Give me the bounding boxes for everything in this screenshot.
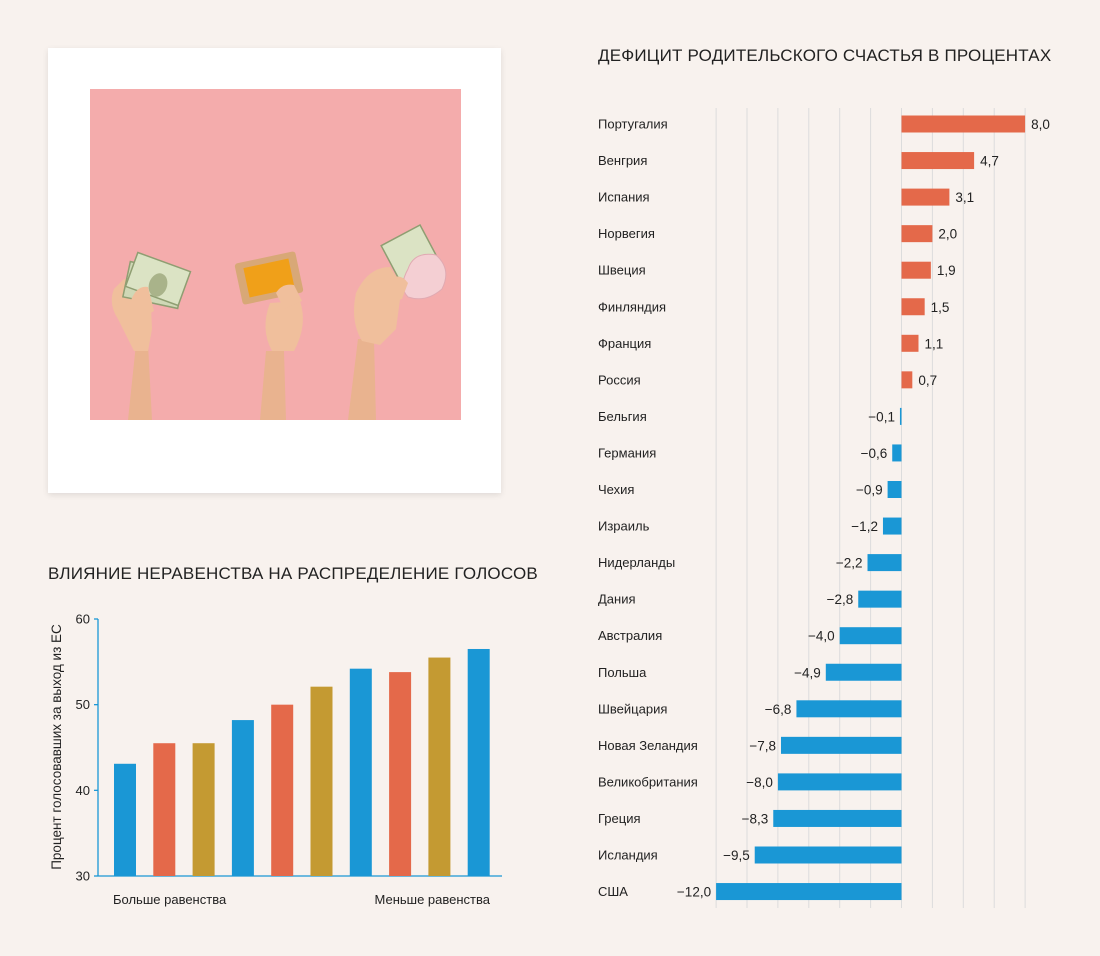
- x-axis-label-left: Больше равенства: [113, 892, 227, 907]
- y-tick-label: 60: [76, 612, 90, 627]
- bar-12: [882, 517, 902, 535]
- category-label: Швейцария: [598, 701, 667, 716]
- category-label: Германия: [598, 445, 656, 460]
- y-tick-label: 50: [76, 697, 90, 712]
- bar-18: [780, 736, 902, 754]
- hands-with-money-photo: [90, 89, 461, 420]
- category-label: Великобритания: [598, 774, 698, 789]
- bar-13: [867, 554, 902, 572]
- bar-3: [901, 188, 950, 206]
- bar-22: [716, 883, 902, 901]
- bar-10: [467, 648, 490, 876]
- category-label: Новая Зеландия: [598, 738, 698, 753]
- value-label: −6,8: [765, 702, 792, 717]
- category-label: Финляндия: [598, 299, 666, 314]
- bar-11: [887, 481, 902, 498]
- value-label: −4,9: [794, 665, 821, 680]
- bar-16: [825, 663, 902, 681]
- bar-1: [114, 763, 136, 876]
- value-label: 1,1: [924, 336, 943, 351]
- value-label: 4,7: [980, 154, 999, 169]
- bar-4: [231, 720, 254, 876]
- value-label: 1,5: [931, 300, 950, 315]
- value-label: 2,0: [938, 227, 957, 242]
- hand-holding-dollar-and-purse-icon: [348, 223, 447, 420]
- y-tick-label: 30: [76, 869, 90, 884]
- bar-9: [899, 407, 902, 425]
- category-label: Австралия: [598, 628, 662, 643]
- hand-holding-dollar-bills-icon: [111, 251, 192, 420]
- category-label: Швеция: [598, 263, 646, 278]
- inequality-chart-title: ВЛИЯНИЕ НЕРАВЕНСТВА НА РАСПРЕДЕЛЕНИЕ ГОЛ…: [48, 564, 538, 583]
- bar-5: [901, 261, 931, 279]
- bar-10: [892, 444, 902, 462]
- bar-7: [901, 334, 919, 352]
- bar-8: [901, 371, 913, 389]
- bar-5: [271, 704, 294, 876]
- value-label: −1,2: [851, 519, 878, 534]
- value-label: 8,0: [1031, 117, 1050, 132]
- category-label: Испания: [598, 190, 650, 205]
- value-label: −8,3: [742, 811, 769, 826]
- value-label: −9,5: [723, 848, 750, 863]
- x-axis-label-right: Меньше равенства: [374, 892, 490, 907]
- value-label: 0,7: [918, 373, 937, 388]
- bar-14: [858, 590, 902, 608]
- category-label: Польша: [598, 665, 647, 680]
- category-label: Бельгия: [598, 409, 647, 424]
- category-label: Чехия: [598, 482, 634, 497]
- category-label: Нидерланды: [598, 555, 675, 570]
- value-label: −2,8: [827, 592, 854, 607]
- category-label: Венгрия: [598, 153, 647, 168]
- category-label: Дания: [598, 592, 636, 607]
- bar-19: [777, 773, 902, 791]
- value-label: −4,0: [808, 629, 835, 644]
- value-label: −0,1: [868, 409, 895, 424]
- bar-2: [153, 743, 176, 876]
- bar-7: [349, 668, 372, 876]
- value-label: −0,6: [861, 446, 888, 461]
- bar-1: [901, 115, 1026, 133]
- bar-8: [389, 672, 412, 876]
- bar-4: [901, 225, 933, 243]
- category-label: Исландия: [598, 848, 658, 863]
- bar-2: [901, 152, 975, 170]
- bar-9: [428, 657, 451, 876]
- value-label: −8,0: [746, 775, 773, 790]
- hand-holding-wallet-icon: [234, 251, 304, 420]
- bar-17: [796, 700, 902, 718]
- bar-15: [839, 627, 902, 645]
- value-label: −0,9: [856, 483, 883, 498]
- value-label: −12,0: [677, 885, 711, 900]
- value-label: −7,8: [749, 738, 776, 753]
- value-label: 1,9: [937, 263, 956, 278]
- photo-frame: [48, 48, 501, 493]
- category-label: Израиль: [598, 519, 650, 534]
- bar-6: [901, 298, 925, 316]
- category-label: Россия: [598, 372, 641, 387]
- y-tick-label: 40: [76, 783, 90, 798]
- category-label: Греция: [598, 811, 641, 826]
- category-label: Португалия: [598, 117, 668, 132]
- bar-21: [754, 846, 902, 864]
- value-label: 3,1: [955, 190, 974, 205]
- category-label: Норвегия: [598, 226, 655, 241]
- y-axis-label: Процент голосовавших за выход из ЕС: [49, 624, 64, 870]
- bar-20: [773, 809, 902, 827]
- category-label: Франция: [598, 336, 651, 351]
- parental-happiness-chart-title: ДЕФИЦИТ РОДИТЕЛЬСКОГО СЧАСТЬЯ В ПРОЦЕНТА…: [598, 46, 1052, 65]
- value-label: −2,2: [836, 556, 863, 571]
- category-label: США: [598, 884, 628, 899]
- bar-3: [192, 743, 215, 876]
- bar-6: [310, 686, 333, 876]
